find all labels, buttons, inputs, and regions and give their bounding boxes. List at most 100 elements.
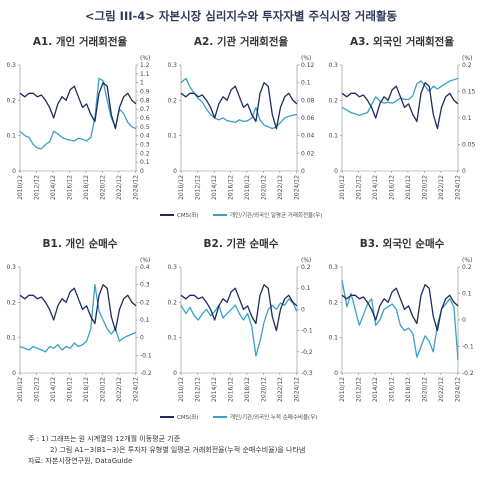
x-tick-label: 2014/12 xyxy=(211,377,218,402)
right-tick-label: 0.12 xyxy=(301,62,315,69)
left-tick-label: 0.2 xyxy=(6,97,16,104)
right-tick-label: 0.02 xyxy=(301,150,315,157)
chart-title: B1. 개인 순매수 xyxy=(42,238,118,250)
right-tick-label: -0.1 xyxy=(140,352,152,359)
x-tick-label: 2018/12 xyxy=(244,175,251,200)
figure-title: <그림 III-4> 자본시장 심리지수와 투자자별 주식시장 거래활동 xyxy=(84,9,398,23)
x-tick-label: 2022/12 xyxy=(438,377,445,402)
x-tick-label: 2020/12 xyxy=(99,377,106,402)
x-tick-label: 2016/12 xyxy=(66,377,73,402)
x-tick-label: 2024/12 xyxy=(293,175,300,200)
left-tick-label: 0.1 xyxy=(6,335,16,342)
x-tick-label: 2010/12 xyxy=(339,175,346,200)
x-tick-label: 2012/12 xyxy=(356,175,363,200)
right-tick-label: -0.3 xyxy=(301,370,313,377)
x-tick-label: 2020/12 xyxy=(99,175,106,200)
x-tick-label: 2012/12 xyxy=(356,377,363,402)
x-tick-label: 2010/12 xyxy=(178,175,185,200)
x-tick-label: 2020/12 xyxy=(421,377,428,402)
right-tick-label: 0 xyxy=(301,306,305,313)
chart-panel-a1: A1. 개인 거래회전율 (%) 0 0.1 0.2 0.3 0 0.1 0.2 0.3 0.4 0… xyxy=(0,34,160,209)
x-tick-label: 2010/12 xyxy=(178,377,185,402)
x-tick-label: 2014/12 xyxy=(211,175,218,200)
series-line-other xyxy=(19,284,137,353)
right-tick-label: -0.2 xyxy=(301,349,313,356)
right-tick-label: 1 xyxy=(140,80,144,87)
right-tick-label: -0.1 xyxy=(462,344,474,351)
right-axis-unit: (%) xyxy=(462,55,472,62)
x-tick-label: 2022/12 xyxy=(116,377,123,402)
right-tick-label: 1.2 xyxy=(140,62,150,69)
x-tick-label: 2016/12 xyxy=(227,377,234,402)
right-tick-label: 0.1 xyxy=(462,115,472,122)
left-tick-label: 0 xyxy=(12,168,16,175)
left-tick-label: 0.2 xyxy=(328,299,338,306)
right-tick-label: 0.3 xyxy=(140,142,150,149)
x-tick-label: 2014/12 xyxy=(50,175,57,200)
note-line-1: 주 : 1) 그래프는 원 시계열의 12개월 이동평균 기준 xyxy=(28,435,181,443)
right-tick-label: 0.2 xyxy=(301,264,311,271)
x-tick-label: 2018/12 xyxy=(83,175,90,200)
right-axis-unit: (%) xyxy=(140,55,150,62)
x-tick-label: 2012/12 xyxy=(195,377,202,402)
chart-b1: (%) 0 0.1 0.2 0.3 -0.2 -0.1 0 0.1 0.2 0.3 0.4 2010/1… xyxy=(6,257,152,402)
legend-swatch-cms xyxy=(160,214,174,216)
legend-item-cms: CMS(좌) xyxy=(160,211,198,219)
series-line-cms xyxy=(19,82,137,130)
left-tick-label: 0.2 xyxy=(328,97,338,104)
right-tick-label: 0.1 xyxy=(462,291,472,298)
x-tick-label: 2024/12 xyxy=(454,377,461,402)
x-tick-label: 2018/12 xyxy=(244,377,251,402)
left-tick-label: 0.3 xyxy=(6,62,16,69)
left-tick-label: 0.3 xyxy=(167,62,177,69)
left-tick-label: 0.3 xyxy=(6,264,16,271)
legend-bottom: CMS(좌) 개인/기관/외국인 누적 순매수비율(우) xyxy=(0,413,482,425)
x-tick-label: 2010/12 xyxy=(339,377,346,402)
right-tick-label: 0.08 xyxy=(301,97,315,104)
x-tick-label: 2014/12 xyxy=(50,377,57,402)
right-tick-label: 0.5 xyxy=(140,124,150,131)
legend-label: 개인/기관/외국인 일평균 거래회전율(우) xyxy=(230,213,323,219)
legend-label: CMS(좌) xyxy=(177,415,199,421)
left-tick-label: 0.1 xyxy=(167,335,177,342)
right-tick-label: 0.1 xyxy=(140,317,150,324)
series-line-cms xyxy=(19,284,137,332)
left-tick-label: 0.1 xyxy=(6,133,16,140)
right-tick-label: 0.7 xyxy=(140,106,150,113)
x-tick-label: 2016/12 xyxy=(388,175,395,200)
series-line-other xyxy=(180,77,298,130)
left-tick-label: 0.1 xyxy=(328,133,338,140)
right-tick-label: 0.06 xyxy=(301,115,315,122)
left-tick-label: 0.2 xyxy=(167,299,177,306)
x-tick-label: 2024/12 xyxy=(132,377,139,402)
left-tick-label: 0 xyxy=(334,168,338,175)
right-tick-label: 0.1 xyxy=(140,159,150,166)
left-tick-label: 0.3 xyxy=(328,62,338,69)
series-line-other xyxy=(180,298,298,357)
x-tick-label: 2012/12 xyxy=(34,377,41,402)
series-line-other xyxy=(341,280,459,360)
right-axis-unit: (%) xyxy=(301,55,311,62)
legend-label: CMS(좌) xyxy=(177,213,199,219)
right-tick-label: 0.2 xyxy=(462,264,472,271)
x-tick-label: 2010/12 xyxy=(17,175,24,200)
chart-title: B3. 외국인 순매수 xyxy=(359,238,445,250)
right-tick-label: 0.6 xyxy=(140,115,150,122)
right-tick-label: 0.1 xyxy=(301,285,311,292)
x-tick-label: 2014/12 xyxy=(372,175,379,200)
chart-panel-b3: B3. 외국인 순매수 (%) 0 0.1 0.2 0.3 -0.2 -0.1 0 0.1 0.2… xyxy=(322,236,482,411)
chart-b2: (%) 0 0.1 0.2 0.3 -0.3 -0.2 -0.1 0 0.1 0.2 2010/12 2… xyxy=(167,257,313,402)
legend-swatch-other xyxy=(213,214,227,216)
left-tick-label: 0 xyxy=(173,168,177,175)
right-tick-label: 0 xyxy=(462,168,466,175)
note-line-3: 자료: 자본시장연구원, DataGuide xyxy=(28,457,133,465)
right-tick-label: 0.05 xyxy=(462,142,476,149)
right-tick-label: 1.1 xyxy=(140,71,150,78)
x-tick-label: 2012/12 xyxy=(34,175,41,200)
x-tick-label: 2024/12 xyxy=(454,175,461,200)
x-tick-label: 2018/12 xyxy=(83,377,90,402)
chart-title: A2. 기관 거래회전율 xyxy=(193,36,289,48)
x-tick-label: 2022/12 xyxy=(277,175,284,200)
right-tick-label: 0 xyxy=(140,335,144,342)
chart-a3: (%) 0 0.1 0.2 0.3 0 0.05 0.1 0.15 0.2 2010/12 2012/… xyxy=(328,55,476,200)
